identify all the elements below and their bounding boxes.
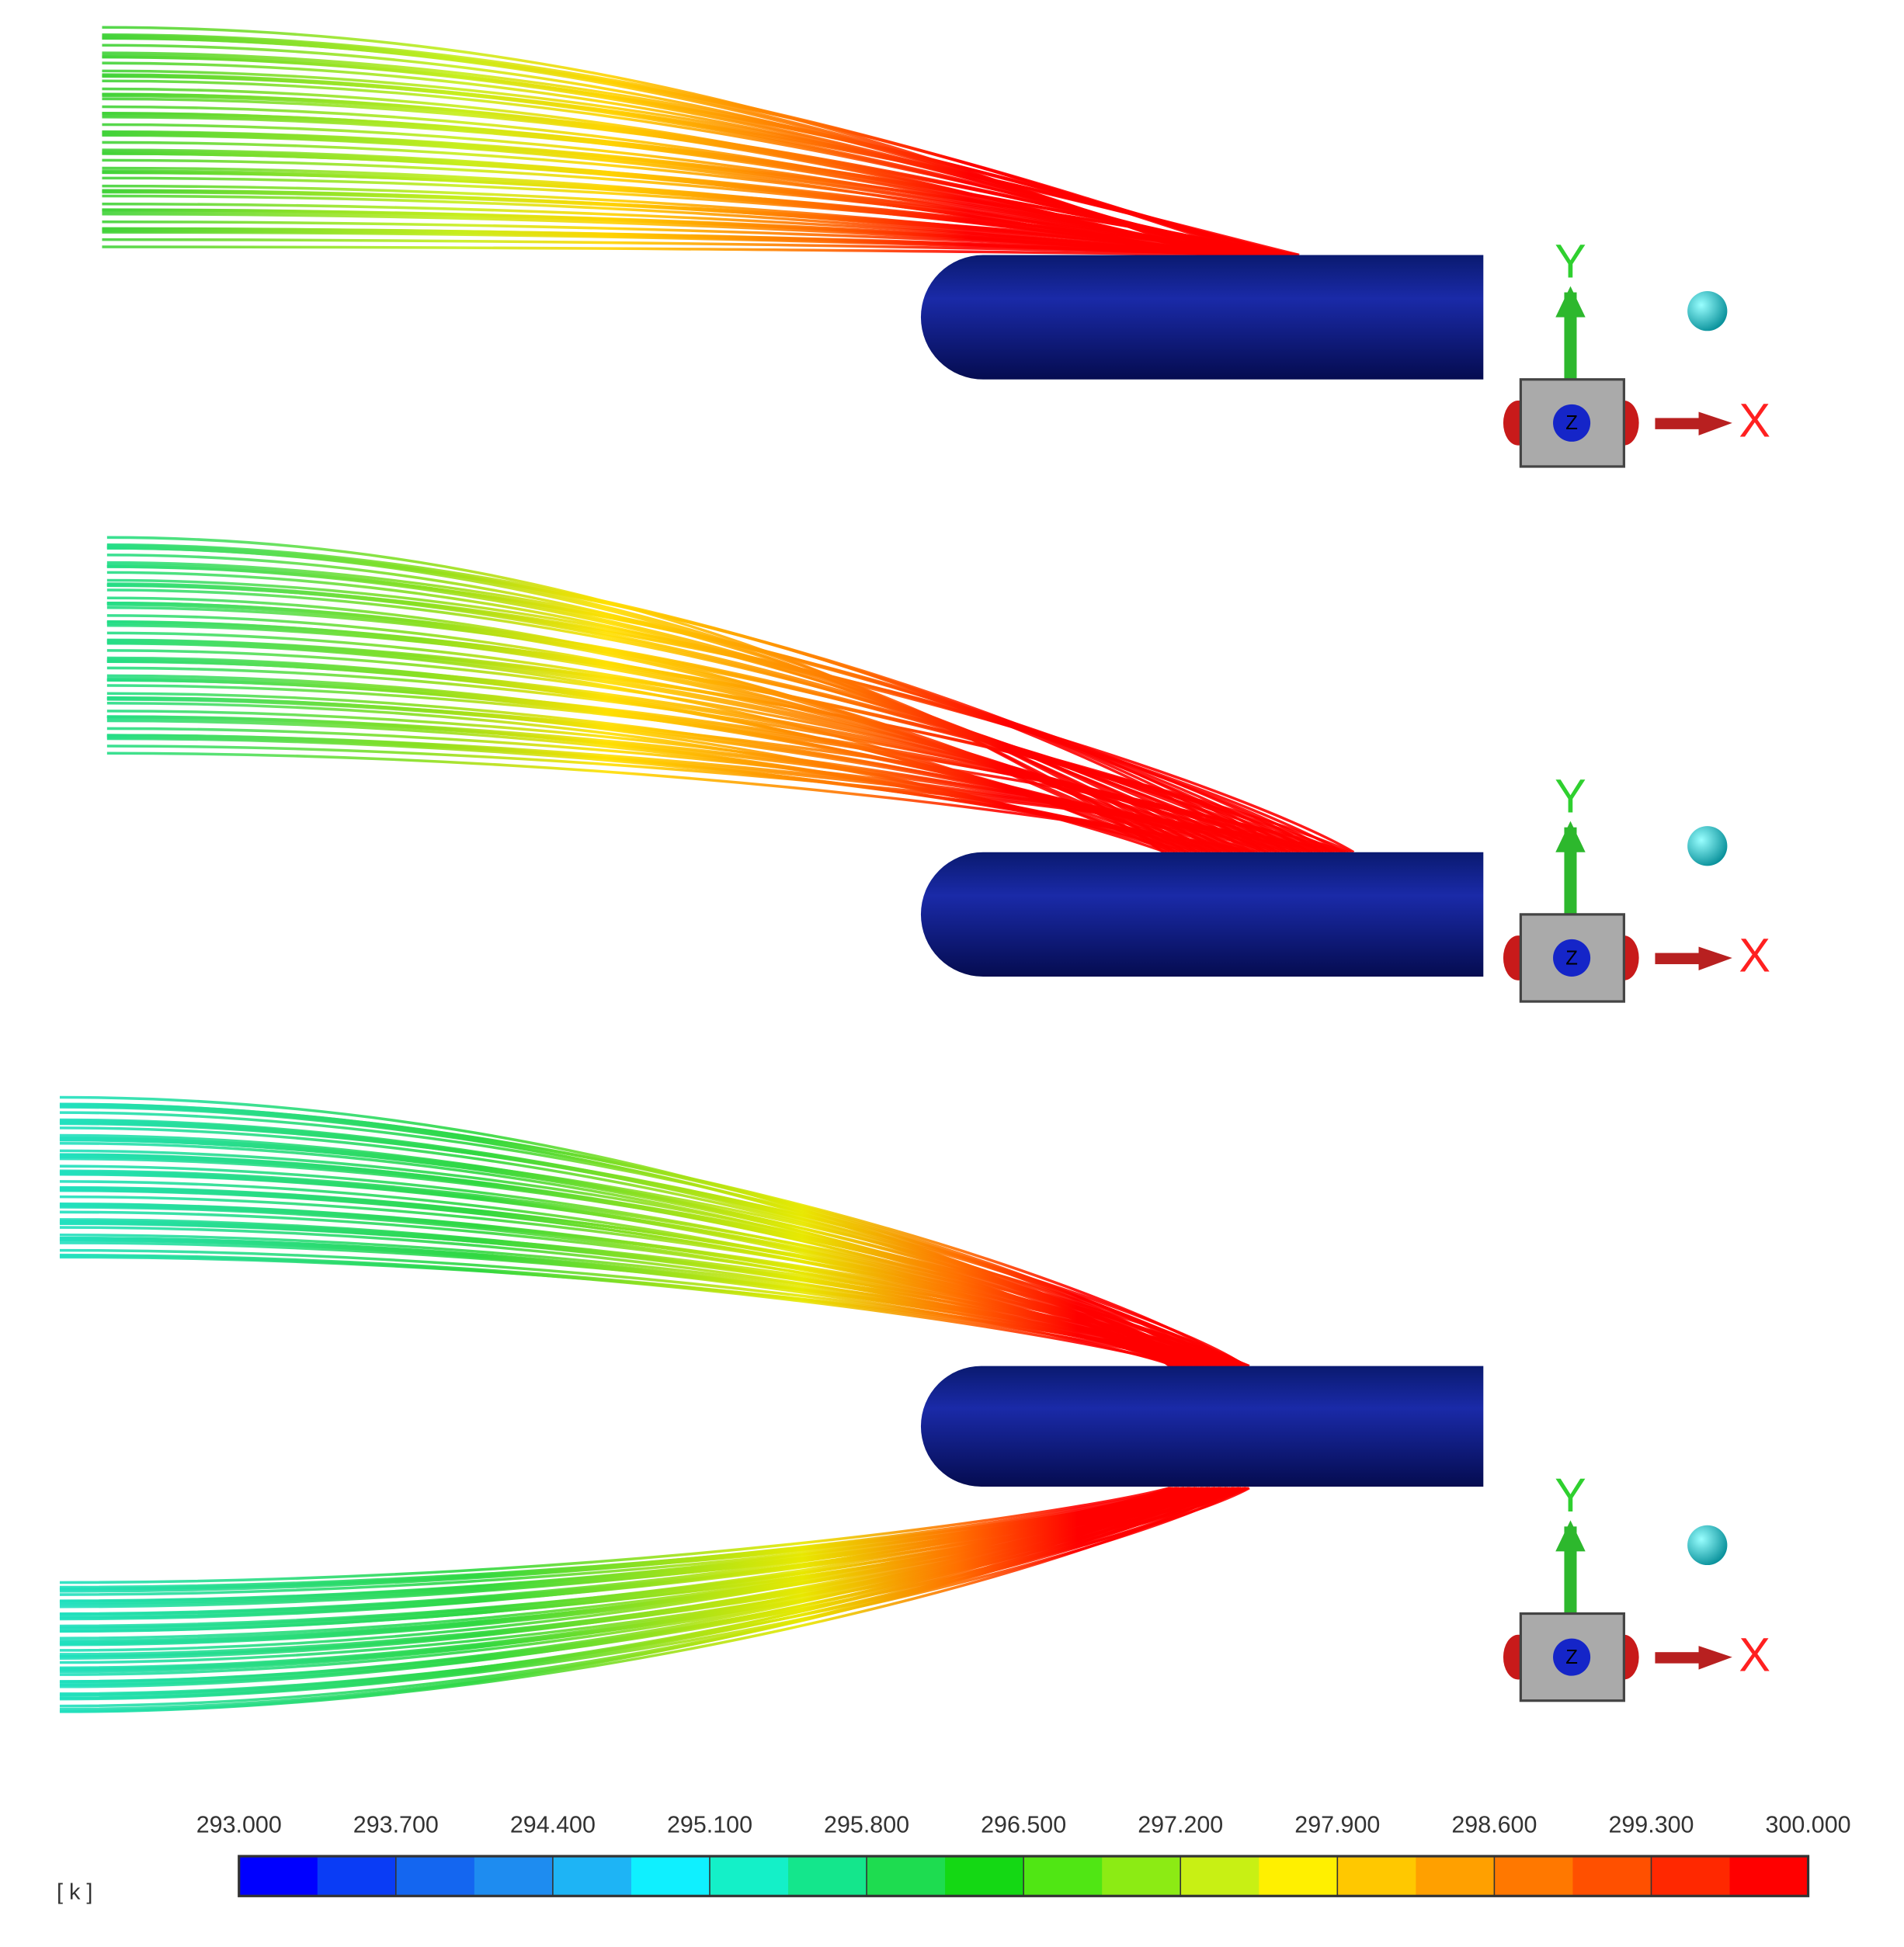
- streamline: [59, 1248, 1214, 1368]
- streamline: [106, 583, 1355, 854]
- colorbar-segment: [474, 1856, 554, 1897]
- origin-sphere: [1687, 290, 1728, 331]
- cylinder: [920, 1366, 1484, 1487]
- streamline: [102, 208, 1276, 257]
- colorbar-tick-label: 296.500: [981, 1812, 1066, 1838]
- colorbar-tick-label: 293.000: [196, 1812, 282, 1838]
- cylinder: [920, 255, 1484, 380]
- streamline: [106, 744, 1346, 854]
- x-label: X: [1739, 929, 1770, 982]
- colorbar-segment: [945, 1856, 1024, 1897]
- streamline: [59, 1487, 1233, 1713]
- streamline: [102, 176, 1292, 257]
- streamline: [59, 1487, 1188, 1688]
- cylinder: [920, 852, 1484, 977]
- colorbar-segment: [552, 1856, 632, 1897]
- colorbar-tick-label: 297.200: [1138, 1812, 1223, 1838]
- axis-triads: Z Y X Z Y X Z Y X: [1503, 234, 1770, 1702]
- streamline: [59, 1486, 1170, 1584]
- z-axis: [1553, 1638, 1591, 1676]
- origin-sphere: [1687, 826, 1728, 866]
- colorbar-unit: [ k ]: [57, 1880, 92, 1905]
- colorbar-segment: [1259, 1856, 1339, 1897]
- colorbar-segment: [1102, 1856, 1182, 1897]
- y-arrow-head: [1555, 821, 1586, 852]
- z-label: Z: [1565, 412, 1578, 434]
- y-label: Y: [1555, 1469, 1586, 1522]
- streamline: [102, 245, 1255, 257]
- colorbar-segment: [1337, 1856, 1417, 1897]
- x-arrow: [1655, 418, 1705, 429]
- streamline: [106, 571, 1231, 854]
- y-label: Y: [1555, 234, 1586, 287]
- colorbar-segment: [709, 1856, 789, 1897]
- streamlines: [59, 26, 1355, 1713]
- colorbar-segment: [1023, 1856, 1103, 1897]
- x-label: X: [1739, 1628, 1770, 1681]
- y-label: Y: [1555, 770, 1586, 823]
- colorbar-segment: [1729, 1856, 1809, 1897]
- z-axis: [1553, 404, 1591, 442]
- colorbar-tick-label: 299.300: [1608, 1812, 1694, 1838]
- colorbar-tick-label: 297.900: [1294, 1812, 1380, 1838]
- colorbar-tick-label: 293.700: [353, 1812, 439, 1838]
- streamline: [59, 1487, 1187, 1658]
- streamline: [102, 238, 1296, 257]
- colorbar-tick-label: 300.000: [1766, 1812, 1851, 1838]
- streamline: [59, 1487, 1202, 1711]
- x-arrow-head: [1698, 946, 1732, 970]
- x-arrow: [1655, 1652, 1705, 1664]
- streamline: [106, 623, 1330, 854]
- y-arrow-head: [1555, 1520, 1586, 1552]
- streamline: [59, 1155, 1248, 1368]
- colorbar: [ k ] 293.000 293.700 294.400 295.100 295.80…: [57, 1812, 1851, 1905]
- streamline: [106, 751, 1255, 854]
- streamline: [59, 1486, 1177, 1591]
- colorbar-segment: [395, 1856, 475, 1897]
- streamline: [106, 698, 1258, 854]
- streamline: [102, 189, 1261, 257]
- x-arrow-head: [1698, 1646, 1732, 1670]
- y-arrow-head: [1555, 286, 1586, 318]
- colorbar-segment: [1416, 1856, 1496, 1897]
- streamline: [106, 649, 1272, 854]
- colorbar-segment: [1180, 1856, 1260, 1897]
- colorbar-segment: [867, 1856, 946, 1897]
- streamline: [102, 227, 1291, 257]
- colorbar-segment: [631, 1856, 711, 1897]
- x-arrow-head: [1698, 411, 1732, 436]
- cylinders: [920, 255, 1484, 1487]
- streamline: [102, 74, 1300, 257]
- z-label: Z: [1565, 1647, 1578, 1668]
- streamline: [59, 1241, 1245, 1368]
- z-label: Z: [1565, 947, 1578, 969]
- x-label: X: [1739, 394, 1770, 447]
- x-arrow: [1655, 953, 1705, 964]
- colorbar-segment: [1494, 1856, 1574, 1897]
- colorbar-segment: [1572, 1856, 1652, 1897]
- z-axis: [1553, 939, 1591, 977]
- colorbar-tick-label: 294.400: [510, 1812, 596, 1838]
- streamline: [59, 1487, 1195, 1696]
- colorbar-segment: [1651, 1856, 1731, 1897]
- triad-box: [1519, 378, 1625, 468]
- streamline: [106, 717, 1291, 854]
- colorbar-segment: [317, 1856, 397, 1897]
- streamline: [106, 564, 1322, 854]
- colorbar-tick-label: 298.600: [1451, 1812, 1537, 1838]
- streamline: [59, 1487, 1179, 1621]
- colorbar-tick-label: 295.100: [667, 1812, 752, 1838]
- origin-sphere: [1687, 1525, 1728, 1566]
- colorbar-segment: [788, 1856, 867, 1897]
- colorbar-segment: [238, 1856, 318, 1897]
- streamline: [59, 1253, 1201, 1368]
- streamline: [106, 658, 1294, 854]
- streamline: [106, 677, 1327, 854]
- colorbar-tick-label: 295.800: [824, 1812, 909, 1838]
